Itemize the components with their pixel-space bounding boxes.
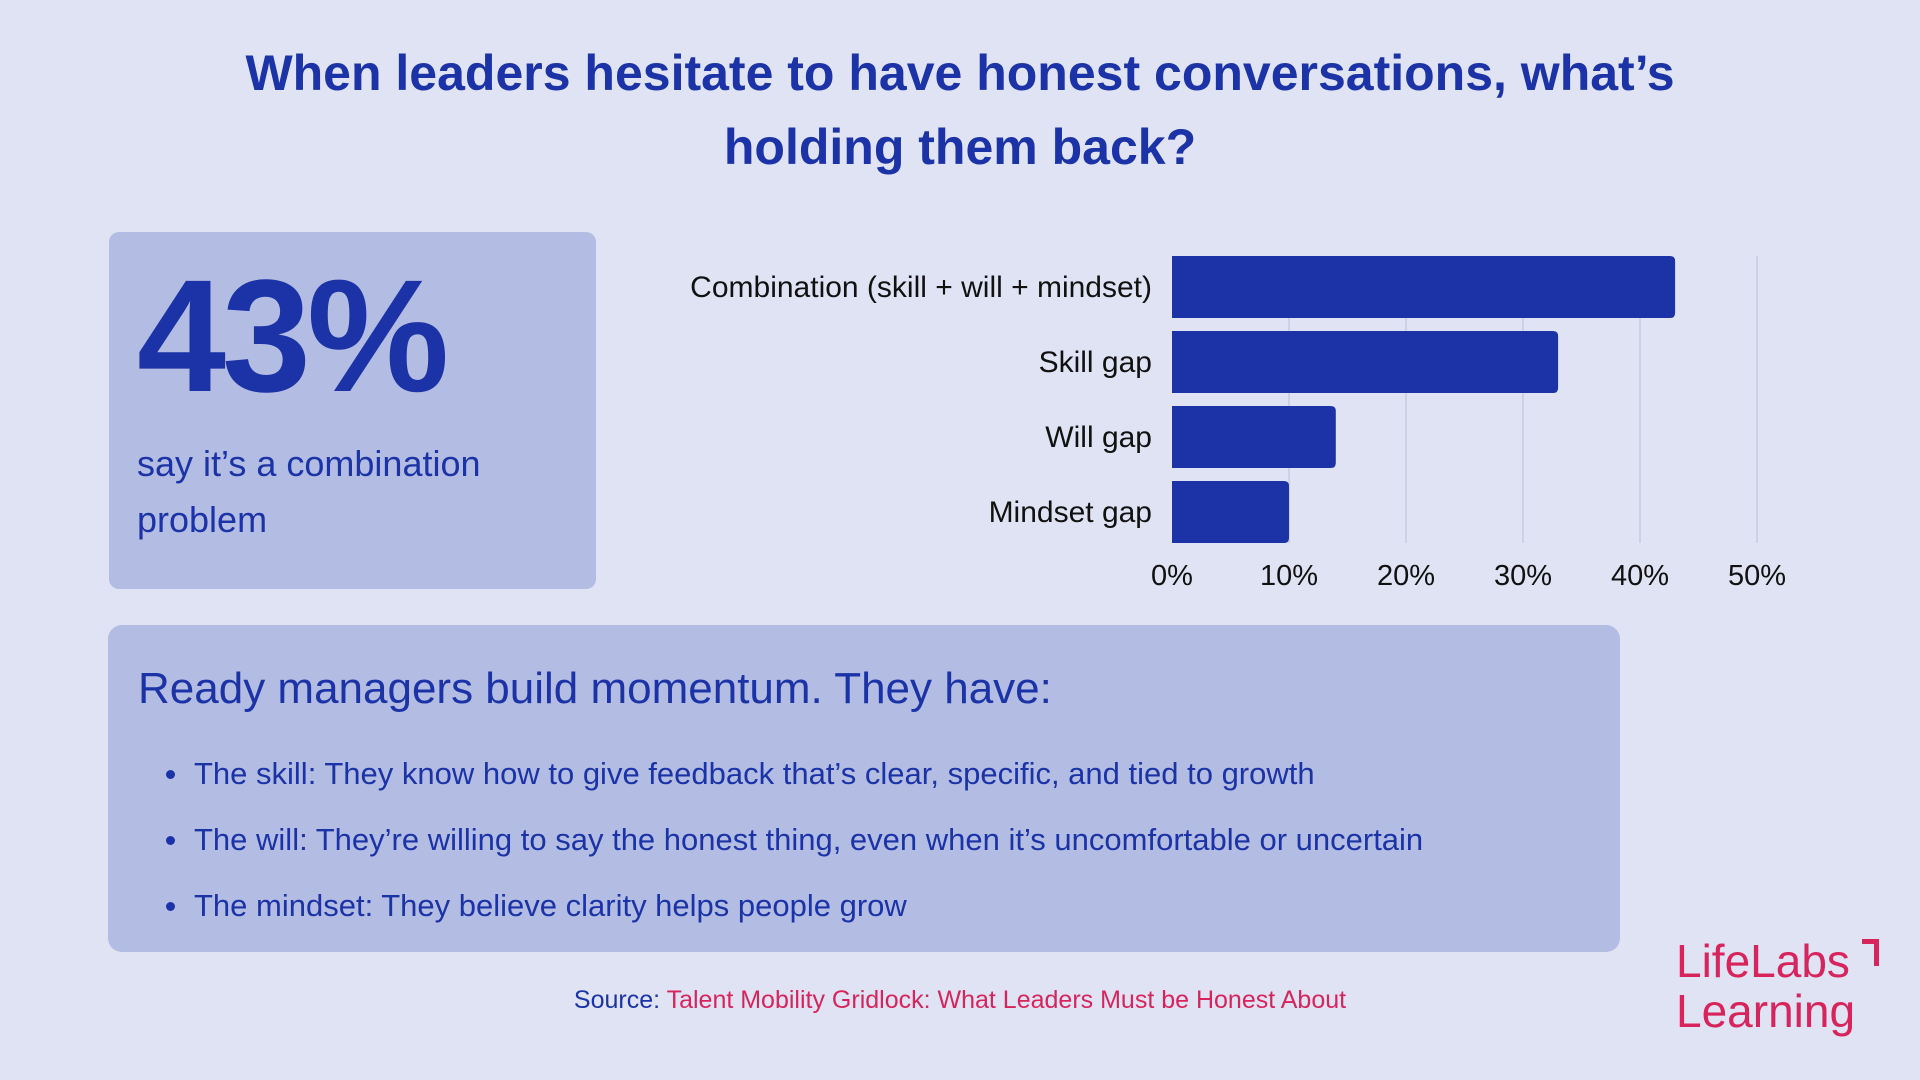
bar (1172, 331, 1559, 393)
bar (1172, 256, 1676, 318)
stat-caption: say it’s a combination problem (137, 443, 481, 540)
bar-chart-svg: 0% 10% 20% 30% 40% 50% Combination (skill + wi… (690, 256, 1786, 592)
bar (1172, 481, 1289, 543)
stat-value: 43% (137, 246, 449, 425)
logo-line-1: LifeLabs (1676, 935, 1850, 987)
bullet-item: The will: They’re willing to say the hon… (166, 807, 1590, 873)
x-tick-label: 20% (1377, 560, 1435, 592)
bullet-item: The skill: They know how to give feedbac… (166, 741, 1590, 807)
category-label: Mindset gap (989, 496, 1152, 529)
lifelabs-logo: LifeLabs Learning (1676, 936, 1886, 1046)
info-heading: Ready managers build momentum. They have… (138, 664, 1052, 713)
page-title: When leaders hesitate to have honest con… (245, 45, 1675, 175)
logo-line-2: Learning (1676, 985, 1856, 1037)
bullet-list: The skill: They know how to give feedbac… (138, 741, 1590, 939)
x-tick-label: 0% (1151, 560, 1193, 592)
source-line: Source: Talent Mobility Gridlock: What L… (0, 986, 1920, 1015)
category-label: Skill gap (1039, 346, 1152, 379)
category-label: Will gap (1045, 421, 1152, 454)
x-tick-label: 40% (1611, 560, 1669, 592)
info-card: Ready managers build momentum. They have… (108, 625, 1620, 952)
logo-bracket-icon (1862, 939, 1879, 966)
stat-card: 43% say it’s a combination problem (109, 232, 596, 589)
bullet-item: The mindset: They believe clarity helps … (166, 873, 1590, 939)
x-tick-label: 10% (1260, 560, 1318, 592)
bar-chart: 0% 10% 20% 30% 40% 50% Combination (skill + wi… (620, 240, 1820, 600)
bar (1172, 406, 1336, 468)
category-label: Combination (skill + will + mindset) (690, 271, 1152, 304)
x-tick-label: 30% (1494, 560, 1552, 592)
source-label: Source: (573, 986, 661, 1014)
source-link[interactable]: Talent Mobility Gridlock: What Leaders M… (666, 986, 1347, 1014)
x-tick-label: 50% (1728, 560, 1786, 592)
